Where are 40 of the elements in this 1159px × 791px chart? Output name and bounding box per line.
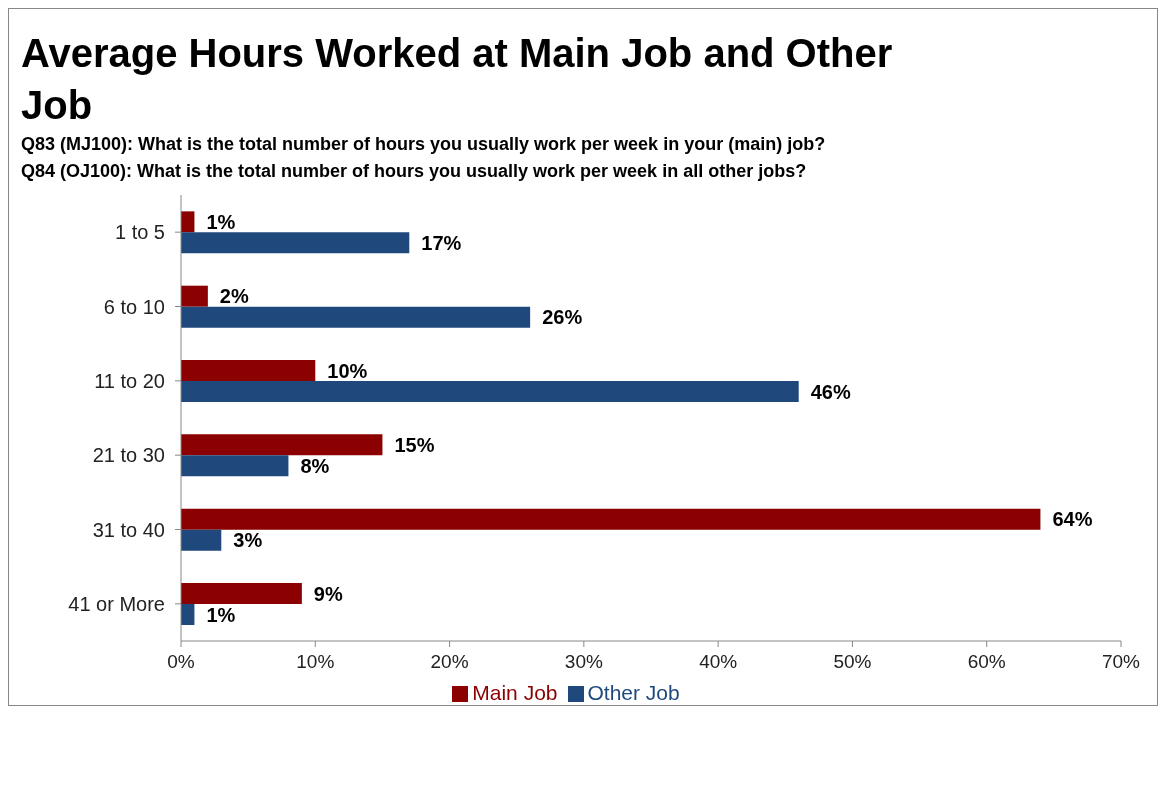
x-tick-label: 30% [564, 651, 603, 673]
x-tick-label: 40% [699, 651, 738, 673]
legend-label: Other Job [587, 681, 680, 704]
data-label: 26% [542, 306, 583, 329]
data-label: 15% [394, 433, 435, 456]
y-tick-label: 31 to 40 [92, 518, 165, 541]
x-tick-label: 10% [296, 651, 335, 673]
y-tick-label: 41 or More [68, 592, 165, 615]
data-label: 3% [233, 529, 263, 552]
bar [181, 232, 410, 254]
data-label: 46% [810, 380, 851, 403]
data-label: 1% [206, 603, 236, 626]
bar [181, 508, 1041, 530]
bar [181, 583, 302, 605]
data-label: 64% [1052, 508, 1093, 531]
bar [181, 306, 531, 328]
data-label: 1% [206, 210, 236, 233]
legend-label: Main Job [472, 681, 558, 704]
x-tick-label: 50% [833, 651, 872, 673]
bar [181, 285, 208, 307]
data-label: 17% [421, 231, 462, 254]
chart-title: Average Hours Worked at Main Job and Other Job [21, 30, 894, 129]
bar [181, 360, 316, 382]
x-tick-label: 20% [430, 651, 469, 673]
data-label: 9% [313, 582, 343, 605]
y-tick-label: 21 to 30 [92, 444, 165, 467]
bar [181, 529, 222, 551]
x-tick-label: 0% [167, 651, 195, 673]
x-tick-label: 60% [967, 651, 1006, 673]
bar [181, 381, 799, 403]
data-label: 8% [300, 454, 330, 477]
bar [181, 455, 289, 477]
y-tick-label: 11 to 20 [94, 369, 165, 392]
data-label: 10% [327, 359, 368, 382]
chart-subtitle: Q83 (MJ100): What is the total number of hours you usually work per week in your (main) job? Q84 (OJ100): What is the total number of hours you usually work per week in all other jobs? [21, 133, 827, 183]
bar [181, 434, 383, 456]
x-tick-label: 70% [1101, 651, 1141, 673]
y-tick-label: 1 to 5 [114, 221, 165, 244]
y-tick-label: 6 to 10 [103, 295, 165, 318]
data-label: 2% [219, 285, 249, 308]
